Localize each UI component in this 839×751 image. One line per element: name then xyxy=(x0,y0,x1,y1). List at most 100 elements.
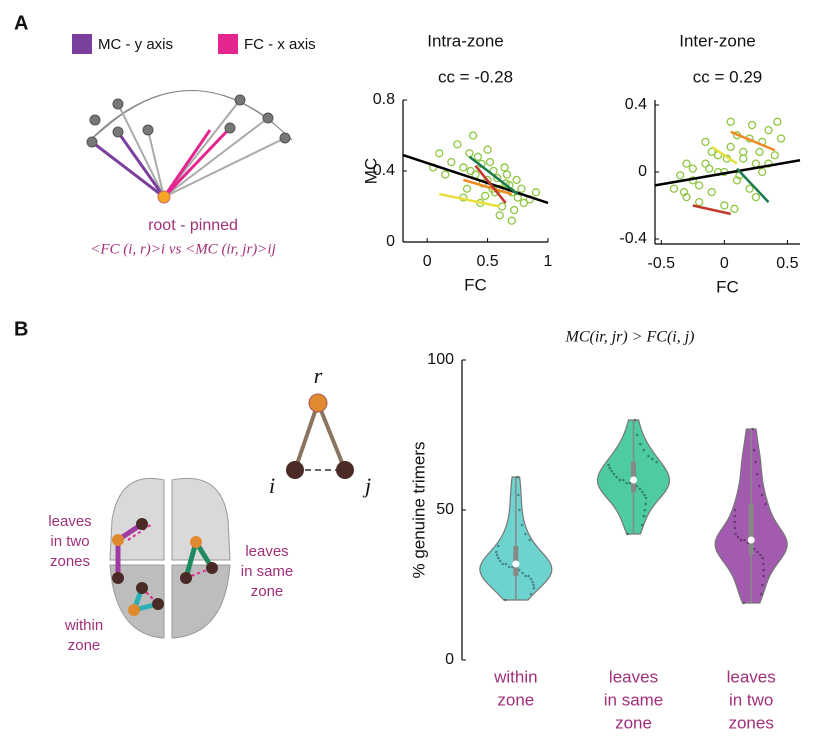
data-point xyxy=(705,164,714,173)
data-point xyxy=(610,469,613,473)
charts: Intra-zone cc = -0.28 FC MC 0 0.4 0.8 0 0.5 1 Inte… xyxy=(361,31,801,732)
data-point xyxy=(485,157,495,167)
data-point xyxy=(733,508,737,512)
data-point xyxy=(755,472,759,476)
data-point xyxy=(495,553,499,557)
data-point xyxy=(762,574,765,578)
data-point xyxy=(732,176,742,185)
triangle-diagram xyxy=(286,393,354,479)
legend-label: FC - x axis xyxy=(244,36,316,53)
data-point xyxy=(481,191,490,201)
data-point xyxy=(518,508,521,512)
data-point xyxy=(473,152,483,161)
data-point xyxy=(707,147,716,157)
node-label: i xyxy=(269,473,275,498)
x-tick-label: leaves xyxy=(609,667,658,686)
formula: <FC (i, r)>i vs <MC (ir, jr)>ij xyxy=(90,241,276,257)
data-point xyxy=(512,175,521,185)
data-point xyxy=(435,149,444,158)
median xyxy=(747,536,755,544)
data-point xyxy=(483,145,492,154)
data-point xyxy=(493,173,502,183)
x-tick-label: zones xyxy=(728,713,773,732)
data-point xyxy=(496,544,500,548)
median xyxy=(630,476,637,484)
legend-swatch xyxy=(72,34,92,54)
brain-label: zone xyxy=(251,583,284,600)
data-point xyxy=(441,170,450,179)
data-point xyxy=(633,418,637,422)
x-tick-label: 0.5 xyxy=(476,253,498,270)
y-axis-label: % genuine trimers xyxy=(409,441,428,578)
x-axis-label: FC xyxy=(716,277,739,296)
data-point xyxy=(643,493,646,497)
y-axis-label: MC xyxy=(361,158,380,184)
fit-line xyxy=(730,130,776,152)
fit-line xyxy=(711,145,738,165)
data-point xyxy=(642,514,646,518)
data-point xyxy=(753,547,756,551)
data-point xyxy=(707,187,716,197)
data-point xyxy=(635,433,639,437)
data-point xyxy=(501,562,504,566)
annotation: cc = -0.28 xyxy=(438,67,513,86)
data-point xyxy=(507,565,511,569)
chart-title: Intra-zone xyxy=(427,31,504,50)
data-point xyxy=(495,211,504,220)
data-point xyxy=(761,583,764,587)
data-point xyxy=(618,478,622,482)
data-point xyxy=(746,541,750,545)
data-point xyxy=(682,192,691,202)
data-point xyxy=(608,466,612,470)
data-point xyxy=(453,140,462,149)
data-point xyxy=(759,553,762,557)
data-point xyxy=(758,167,767,177)
data-point xyxy=(462,184,472,193)
data-point xyxy=(736,535,740,539)
fit-line xyxy=(692,204,731,216)
y-tick-label: 0 xyxy=(386,233,395,250)
brain-label: within xyxy=(64,617,103,634)
data-point xyxy=(756,550,759,554)
data-point xyxy=(644,496,648,500)
data-point xyxy=(770,151,779,160)
x-tick-label: zone xyxy=(615,713,652,732)
data-point xyxy=(669,184,679,193)
data-point xyxy=(638,487,642,491)
data-point xyxy=(730,204,739,213)
data-point xyxy=(655,460,658,464)
y-tick-label: 50 xyxy=(436,501,454,518)
brain-label: in same xyxy=(241,563,294,580)
data-point xyxy=(504,598,507,602)
data-point xyxy=(628,481,632,485)
fit-line xyxy=(474,164,507,204)
x-axis-label: FC xyxy=(464,275,487,294)
data-point xyxy=(764,502,767,506)
data-point xyxy=(528,538,531,542)
data-point xyxy=(635,484,639,488)
node-label: r xyxy=(314,363,323,388)
data-point xyxy=(607,463,610,467)
x-tick-label: 0.5 xyxy=(776,255,798,272)
data-point xyxy=(496,556,500,560)
brain-label: leaves xyxy=(48,513,91,530)
data-point xyxy=(762,562,765,566)
data-point xyxy=(615,475,618,479)
brain-label: zone xyxy=(68,637,101,654)
data-point xyxy=(739,154,748,163)
data-point xyxy=(517,184,526,193)
data-point xyxy=(644,502,648,506)
data-point xyxy=(743,538,746,542)
fit-line xyxy=(463,178,513,196)
data-point xyxy=(465,149,474,158)
data-point xyxy=(504,562,508,566)
legend-label: MC - y axis xyxy=(98,36,173,53)
root-label: root - pinned xyxy=(148,217,238,234)
data-point xyxy=(773,117,782,126)
data-point xyxy=(752,448,756,452)
data-point xyxy=(625,481,629,485)
data-point xyxy=(651,457,654,461)
data-point xyxy=(466,166,475,176)
data-point xyxy=(761,556,764,560)
